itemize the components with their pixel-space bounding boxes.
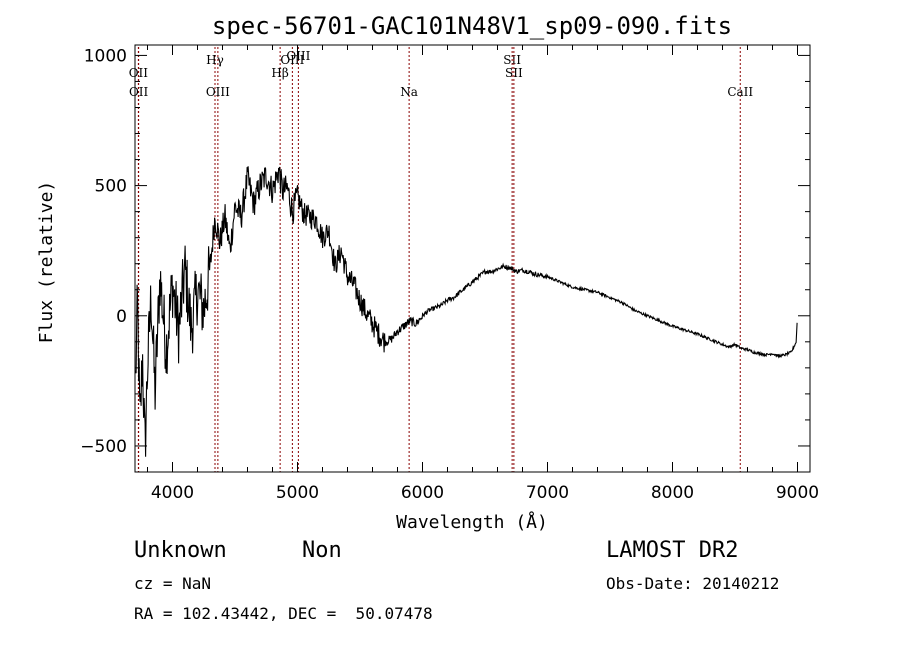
line-marker-label: OIII — [206, 85, 230, 99]
line-marker-label: Na — [400, 85, 418, 99]
y-tick-label: 500 — [95, 177, 127, 197]
line-marker-label: CaII — [727, 85, 753, 99]
x-tick-label: 8000 — [651, 483, 694, 503]
obs-date-text: Obs-Date: 20140212 — [606, 574, 780, 593]
y-axis-label: Flux (relative) — [36, 181, 57, 344]
line-marker-label: Hβ — [271, 66, 288, 80]
object-class: Unknown — [134, 538, 227, 563]
line-marker-label: SII — [503, 53, 521, 67]
chart-title: spec-56701-GAC101N48V1_sp09-090.fits — [212, 12, 732, 40]
x-tick-label: 5000 — [276, 483, 319, 503]
y-tick-label: −500 — [80, 437, 127, 457]
y-tick-label: 1000 — [84, 46, 127, 66]
plot-frame — [134, 44, 811, 473]
spectrum-line — [135, 166, 798, 457]
line-marker-label: SII — [505, 66, 523, 80]
redshift-text: cz = NaN — [134, 574, 212, 593]
y-tick-label: 0 — [116, 307, 127, 327]
x-tick-label: 9000 — [776, 483, 819, 503]
line-marker-label: OII — [129, 85, 149, 99]
x-tick-label: 7000 — [526, 483, 569, 503]
object-subclass: Non — [302, 538, 342, 563]
coordinates-text: RA = 102.43442, DEC = 50.07478 — [134, 604, 433, 623]
x-axis-label: Wavelength (Å) — [396, 511, 548, 533]
line-marker-label: Hγ — [206, 53, 224, 67]
x-tick-label: 4000 — [151, 483, 194, 503]
x-tick-label: 6000 — [401, 483, 444, 503]
line-marker-label: OIII — [286, 49, 310, 63]
survey-name: LAMOST DR2 — [606, 538, 739, 563]
